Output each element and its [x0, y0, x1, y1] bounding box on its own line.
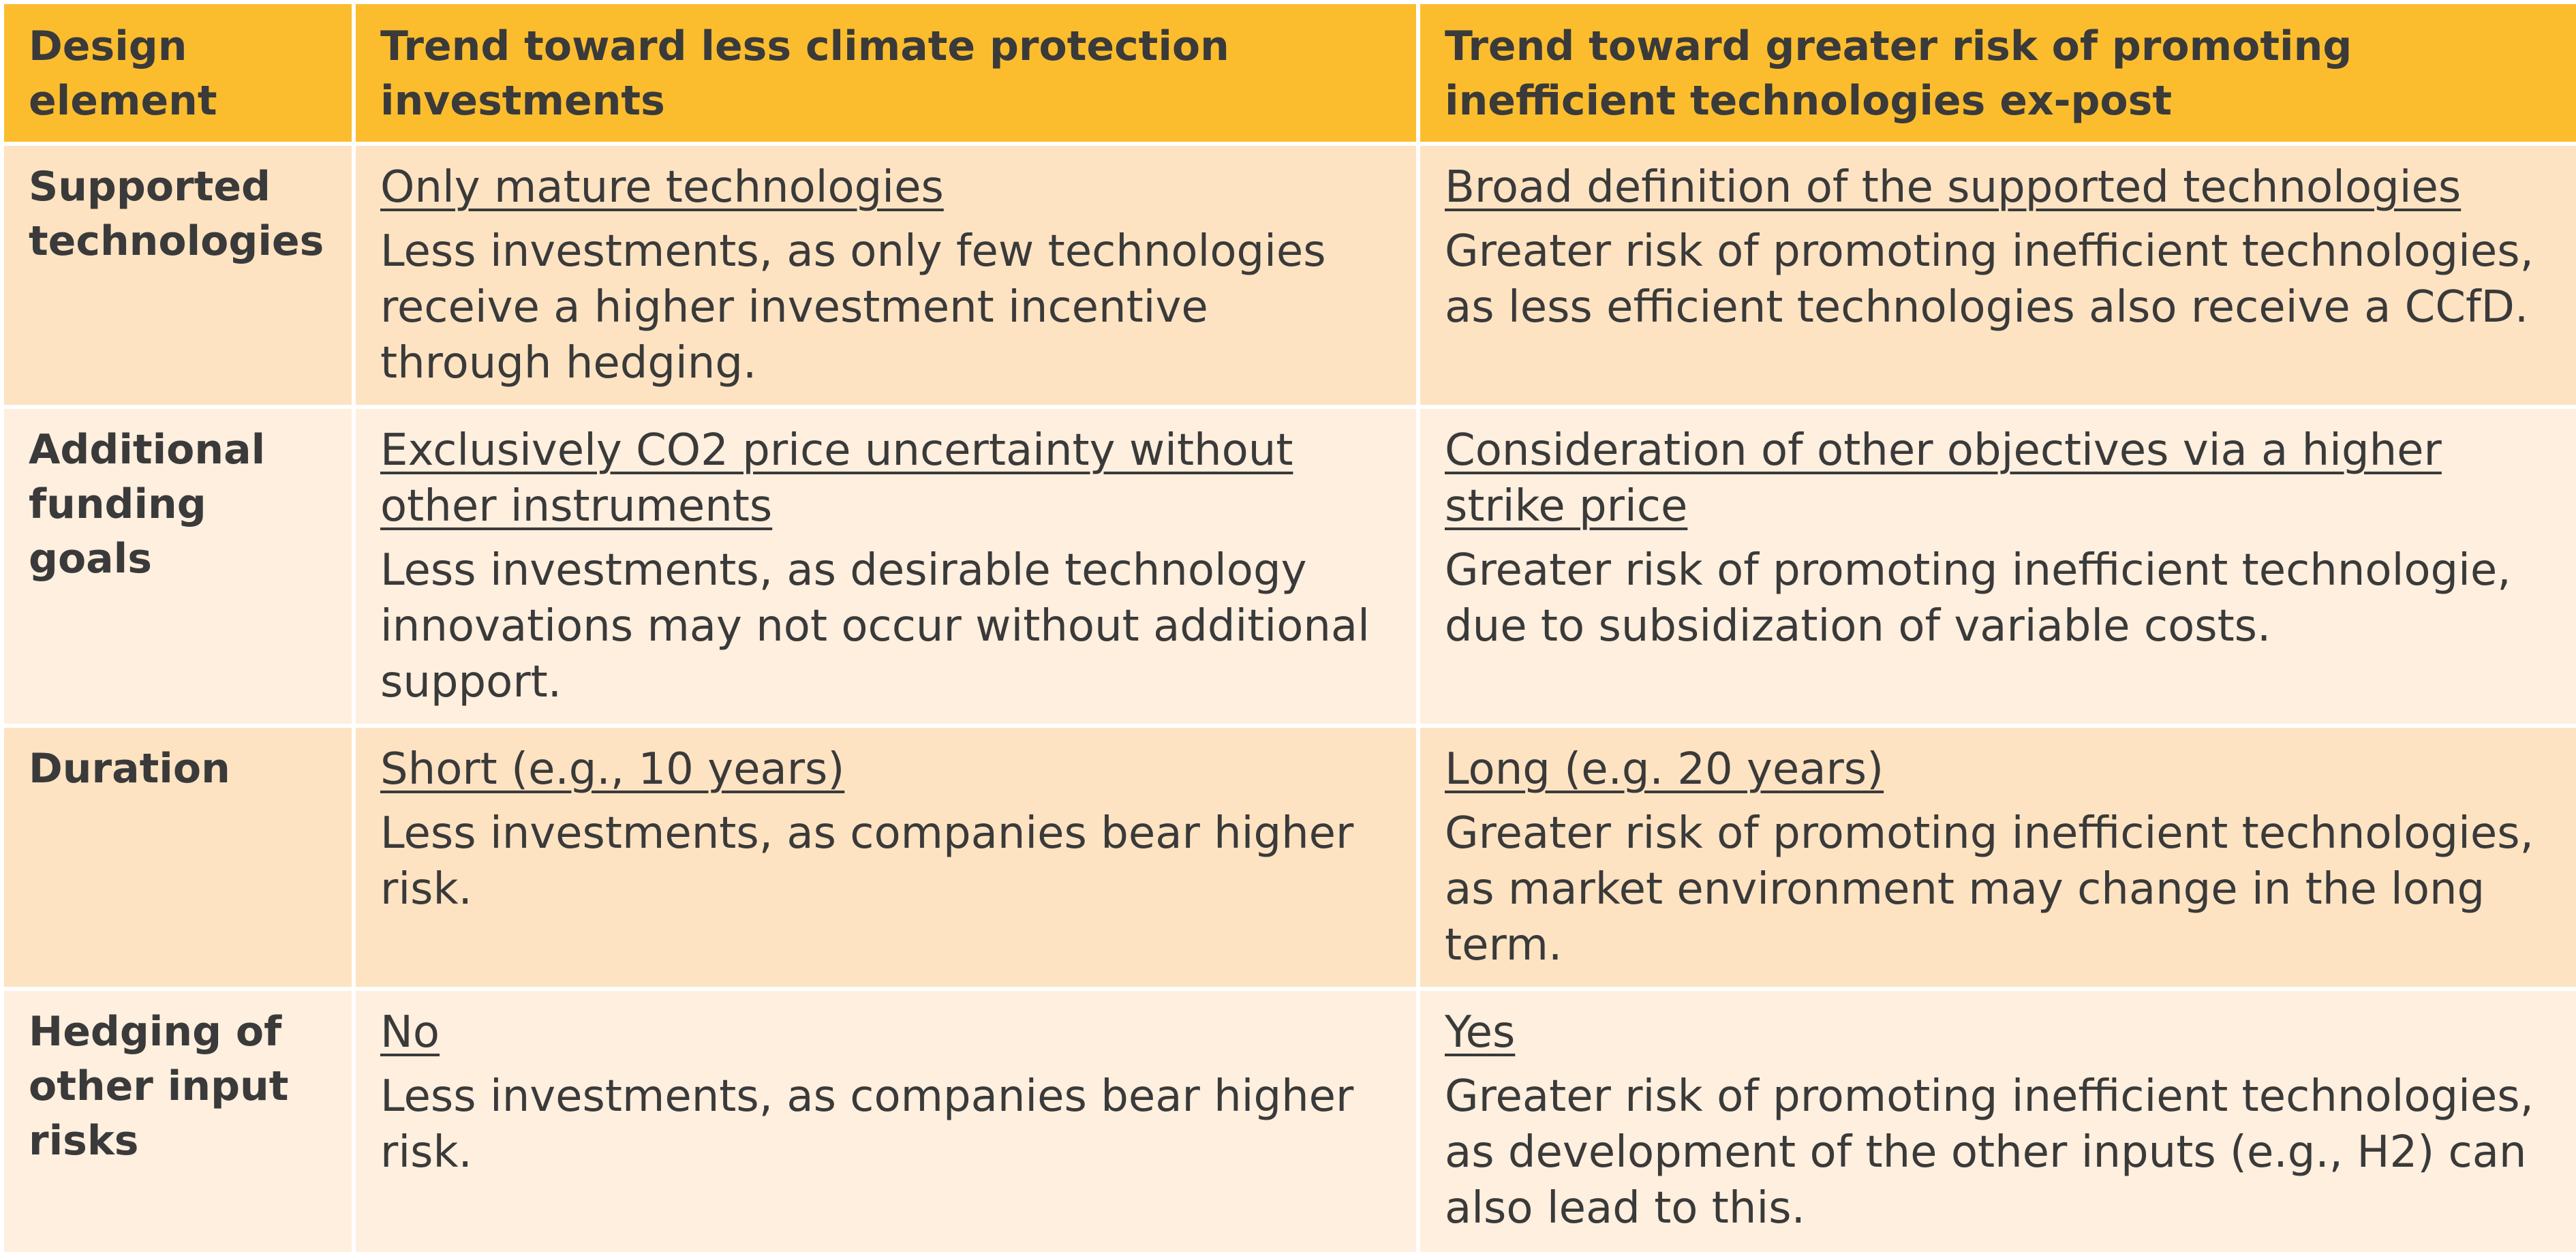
table-row: Supported technologies Only mature techn…	[0, 142, 2576, 409]
less-effect-text: Less investments, as companies bear high…	[380, 1071, 1354, 1178]
inefficient-risk-cell: Yes Greater risk of promoting inefficien…	[1416, 987, 2576, 1256]
risk-effect-text: Greater risk of promoting inefficient te…	[1445, 545, 2511, 652]
table-header-row: Design element Trend toward less climate…	[0, 0, 2576, 146]
less-option-text: No	[380, 1007, 440, 1058]
risk-option-text: Long (e.g. 20 years)	[1445, 744, 1884, 795]
table-row: Additional funding goals Exclusively CO2…	[0, 405, 2576, 728]
header-less-investments: Trend toward less climate protection inv…	[352, 0, 1420, 146]
less-effect-text: Less investments, as desirable technolog…	[380, 545, 1370, 707]
less-effect-text: Less investments, as only few technologi…	[380, 226, 1326, 388]
header-design-element: Design element	[0, 0, 356, 146]
risk-option-text: Yes	[1445, 1007, 1516, 1058]
row-label-duration: Duration	[0, 724, 356, 991]
less-option-text: Short (e.g., 10 years)	[380, 744, 845, 795]
less-option-text: Exclusively CO2 price uncertainty withou…	[380, 425, 1293, 532]
inefficient-risk-cell: Long (e.g. 20 years) Greater risk of pro…	[1416, 724, 2576, 991]
risk-effect-text: Greater risk of promoting inefficient te…	[1445, 1071, 2534, 1234]
inefficient-risk-cell: Consideration of other objectives via a …	[1416, 405, 2576, 728]
less-option-text: Only mature technologies	[380, 162, 944, 213]
header-inefficient-risk: Trend toward greater risk of promoting i…	[1416, 0, 2576, 146]
less-effect-text: Less investments, as companies bear high…	[380, 808, 1354, 915]
risk-option-text: Consideration of other objectives via a …	[1445, 425, 2442, 532]
less-investments-cell: No Less investments, as companies bear h…	[352, 987, 1420, 1256]
table-row: Duration Short (e.g., 10 years) Less inv…	[0, 724, 2576, 991]
risk-effect-text: Greater risk of promoting inefficient te…	[1445, 808, 2534, 970]
risk-effect-text: Greater risk of promoting inefficient te…	[1445, 226, 2534, 333]
table-row: Hedging of other input risks No Less inv…	[0, 987, 2576, 1256]
risk-option-text: Broad definition of the supported techno…	[1445, 162, 2462, 213]
row-label-additional-funding-goals: Additional funding goals	[0, 405, 356, 728]
row-label-supported-technologies: Supported technologies	[0, 142, 356, 409]
less-investments-cell: Exclusively CO2 price uncertainty withou…	[352, 405, 1420, 728]
less-investments-cell: Only mature technologies Less investment…	[352, 142, 1420, 409]
less-investments-cell: Short (e.g., 10 years) Less investments,…	[352, 724, 1420, 991]
inefficient-risk-cell: Broad definition of the supported techno…	[1416, 142, 2576, 409]
row-label-hedging-other-input-risks: Hedging of other input risks	[0, 987, 356, 1256]
